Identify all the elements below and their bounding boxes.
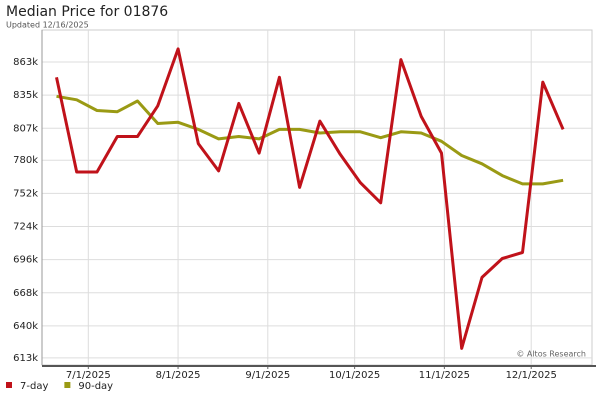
x-tick-label: 8/1/2025 [156,370,201,381]
y-tick-label: 724k [13,222,38,233]
x-tick-label: 11/1/2025 [419,370,470,381]
legend-label: 7-day [20,381,48,392]
x-tick-label: 12/1/2025 [506,370,557,381]
y-tick-label: 696k [13,255,38,266]
y-tick-label: 863k [13,57,38,68]
legend-swatch [6,382,12,388]
line-series [55,47,565,350]
plot-area [41,29,593,366]
y-tick-label: 780k [13,155,38,166]
line-series [56,94,564,186]
x-tick-label: 10/1/2025 [329,370,380,381]
y-tick-label: 835k [13,90,38,101]
legend-swatch [64,382,71,388]
y-tick-label: 640k [13,321,38,332]
x-tick-label: 7/1/2025 [66,370,111,381]
y-tick-label: 613k [13,353,38,364]
legend-label: 90-day [78,381,113,392]
y-tick-label: 668k [13,288,38,299]
watermark: © Altos Research [516,350,586,359]
chart-title: Median Price for 01876 [6,4,168,20]
chart-subtitle: Updated 12/16/2025 [6,21,89,30]
y-tick-label: 807k [13,123,38,134]
y-tick-label: 752k [13,188,38,199]
x-tick-label: 9/1/2025 [245,370,290,381]
